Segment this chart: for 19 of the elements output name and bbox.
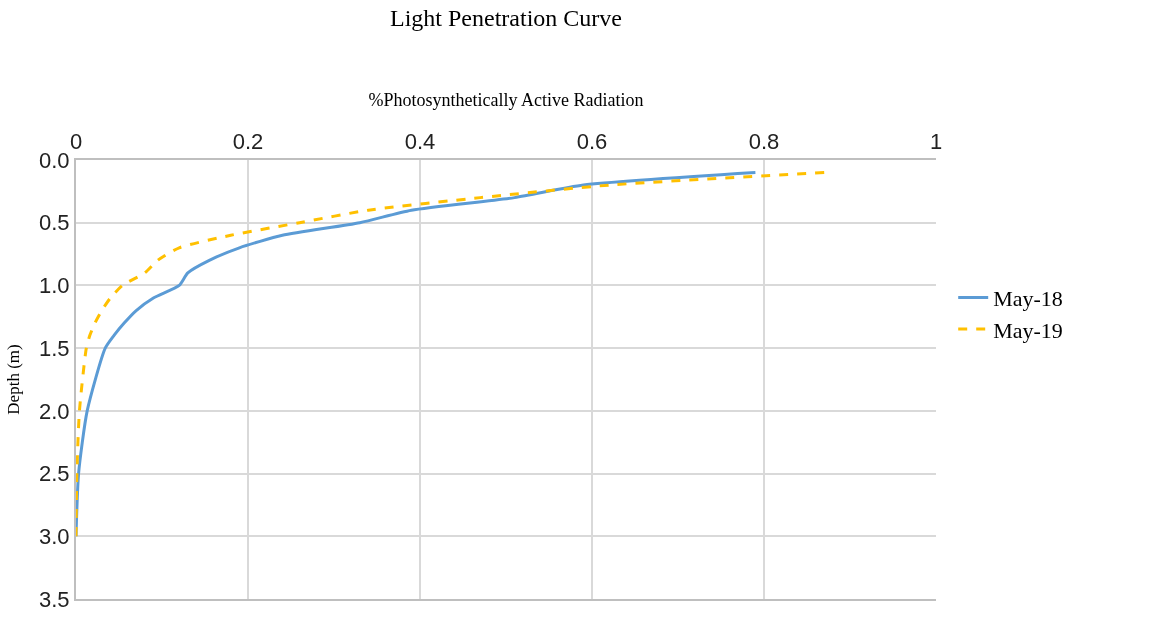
y-tick-label: 1.0 <box>39 273 70 299</box>
y-axis-title: Depth (m) <box>4 344 24 415</box>
legend-label: May-18 <box>993 286 1063 312</box>
x-tick-label: 0.8 <box>748 129 780 155</box>
y-tick-label: 1.5 <box>39 335 70 361</box>
y-tick-label: 3.0 <box>39 523 70 549</box>
chart-title: Light Penetration Curve <box>390 5 622 32</box>
x-tick-label: 0.4 <box>404 129 436 155</box>
y-tick-label: 0.0 <box>39 147 70 173</box>
x-axis-title: %Photosynthetically Active Radiation <box>368 89 644 110</box>
x-tick-label: 0.6 <box>576 129 608 155</box>
y-tick-label: 2.0 <box>39 398 70 424</box>
y-tick-label: 3.5 <box>39 586 70 612</box>
x-tick-label: 0 <box>69 129 83 155</box>
x-tick-label: 0.2 <box>232 129 264 155</box>
y-tick-label: 2.5 <box>39 461 70 487</box>
y-tick-label: 0.5 <box>39 210 70 236</box>
legend-label: May-19 <box>993 317 1063 343</box>
x-tick-label: 1 <box>929 129 943 155</box>
